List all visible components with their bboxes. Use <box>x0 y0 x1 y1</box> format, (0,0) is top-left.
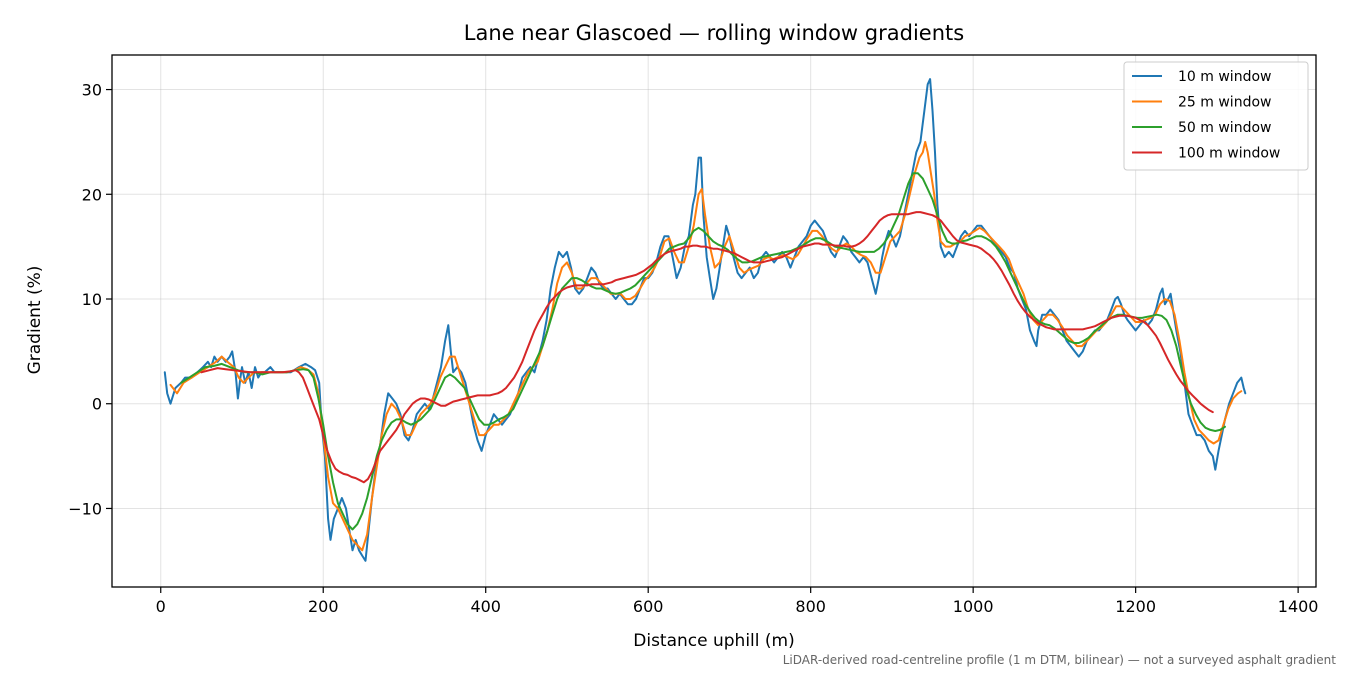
x-tick-label: 600 <box>633 597 664 616</box>
series-line-4 <box>200 211 1214 484</box>
x-tick-label: 200 <box>308 597 339 616</box>
series-line-2 <box>169 140 1243 552</box>
x-tick-label: 0 <box>156 597 166 616</box>
y-tick-label: 0 <box>92 395 102 414</box>
y-tick-label: 10 <box>82 290 102 309</box>
y-tick-label: −10 <box>68 499 102 518</box>
x-tick-label: 800 <box>795 597 826 616</box>
y-axis-label: Gradient (%) <box>25 266 45 375</box>
legend-label: 10 m window <box>1178 69 1271 85</box>
legend-label: 50 m window <box>1178 120 1271 136</box>
y-tick-label: 20 <box>82 185 102 204</box>
legend: 10 m window 25 m window 50 m window 100 m w… <box>1123 61 1309 171</box>
grid <box>112 55 1316 587</box>
plot-area <box>163 78 1247 562</box>
x-tick-label: 400 <box>470 597 501 616</box>
y-axis: −10 0 10 20 30 <box>68 81 112 518</box>
y-tick-label: 30 <box>82 81 102 100</box>
x-axis: 0 200 400 600 800 1000 1200 1400 <box>156 587 1319 616</box>
legend-label: 100 m window <box>1178 146 1280 162</box>
x-axis-label: Distance uphill (m) <box>633 631 794 651</box>
series-line-1 <box>163 78 1247 562</box>
plot-frame <box>111 54 1317 588</box>
series-line-3 <box>180 172 1226 531</box>
x-tick-label: 1400 <box>1278 597 1319 616</box>
legend-label: 25 m window <box>1178 95 1271 111</box>
footnote: LiDAR-derived road-centreline profile (1… <box>783 653 1337 667</box>
x-tick-label: 1000 <box>953 597 994 616</box>
x-tick-label: 1200 <box>1115 597 1156 616</box>
legend-box <box>1123 61 1309 171</box>
chart-title: Lane near Glascoed — rolling window grad… <box>464 21 964 45</box>
